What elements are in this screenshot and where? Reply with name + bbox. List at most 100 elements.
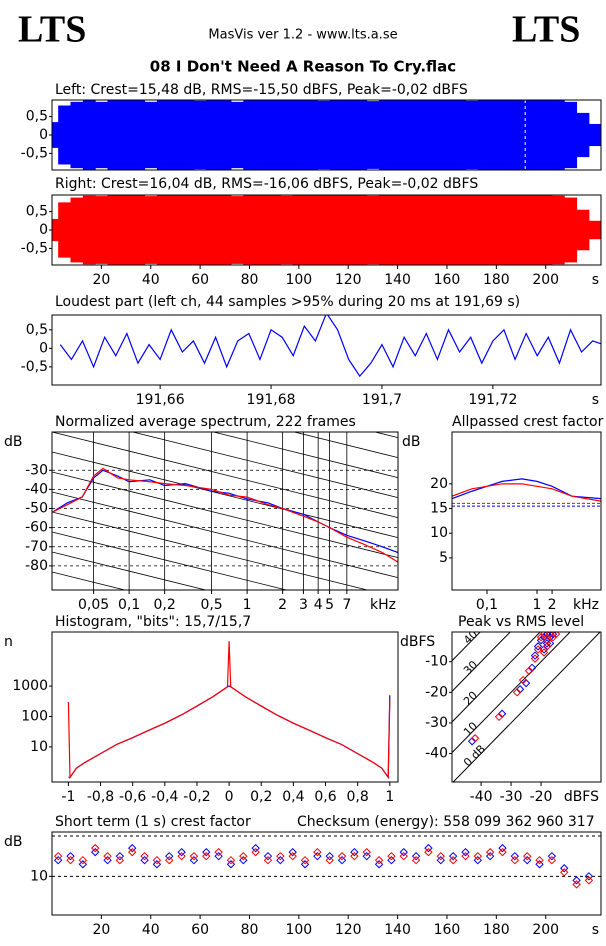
waveform-segment	[156, 100, 170, 170]
x-tick-label: 0,8	[347, 789, 369, 805]
x-tick-label: -30	[500, 789, 523, 805]
point	[140, 855, 149, 865]
series-line	[452, 483, 601, 502]
point	[424, 843, 433, 853]
panel-title: Allpassed crest factor	[452, 414, 604, 430]
point	[539, 632, 549, 639]
point	[548, 632, 558, 642]
point	[337, 855, 347, 865]
plot-area	[52, 835, 601, 889]
point	[510, 855, 520, 865]
y-tick-label: -30	[25, 462, 48, 478]
app-title: MasVis ver 1.2 - www.lts.a.se	[208, 28, 397, 43]
point	[539, 648, 549, 657]
point	[288, 851, 297, 861]
crest-line	[452, 632, 541, 723]
point	[325, 855, 334, 865]
waveform-segment	[230, 101, 244, 169]
x-tick-label: 0,6	[314, 789, 336, 805]
y-tick-label: -10	[425, 654, 448, 670]
annotation: Checksum (energy): 558 099 362 960 317	[297, 814, 595, 830]
y-tick-label: 10	[30, 868, 48, 884]
panel-frame	[51, 431, 399, 591]
x-tick-label: 60	[191, 922, 209, 938]
waveform-segment	[539, 195, 553, 265]
waveform-segment	[391, 195, 405, 265]
point	[518, 675, 528, 685]
panel: Normalized average spectrum, 222 frames d…	[4, 414, 399, 613]
point	[533, 645, 543, 654]
point	[78, 855, 88, 865]
panel-frame	[51, 99, 602, 171]
series-line	[452, 478, 601, 500]
panel: Left: Crest=15,48 dB, RMS=-15,50 dBFS, P…	[21, 82, 602, 171]
x-tick-label: -0,6	[119, 789, 146, 805]
point	[498, 847, 507, 857]
point	[165, 855, 174, 865]
panel: Loudest part (left ch, 44 samples >95% d…	[21, 294, 602, 408]
x-tick-label: 2	[278, 597, 287, 613]
crest-line	[452, 632, 481, 662]
point	[536, 636, 546, 645]
waveform-segment	[379, 100, 392, 170]
waveform-segment	[551, 100, 565, 170]
waveform-segment	[292, 100, 306, 170]
y-tick-label: -80	[25, 558, 48, 574]
panel-frame	[51, 831, 602, 916]
point	[78, 860, 88, 869]
x-tick-label: -0,4	[151, 789, 178, 805]
point	[226, 860, 236, 869]
point	[300, 855, 310, 865]
x-tick-label: 4	[314, 597, 323, 613]
waveform-segment	[329, 195, 343, 265]
point	[521, 678, 531, 688]
x-tick-label: 140	[384, 922, 411, 938]
y-tick-label: -20	[425, 684, 448, 700]
y-tick-label: 10	[430, 525, 448, 541]
point	[53, 851, 63, 861]
slope-line	[292, 432, 398, 459]
plot-area	[67, 641, 391, 780]
y-tick-label: -40	[425, 746, 448, 762]
crest-line	[452, 632, 601, 782]
waveform-segment	[255, 100, 269, 170]
plot-area	[452, 478, 601, 507]
waveform-segment	[576, 209, 590, 251]
point	[313, 851, 322, 861]
waveform-segment	[502, 100, 516, 170]
panel-frame	[451, 431, 602, 591]
waveform-segment	[181, 100, 195, 170]
point	[177, 851, 186, 861]
waveform-segment	[169, 100, 183, 170]
x-tick-label: -40	[470, 789, 493, 805]
point	[461, 847, 470, 857]
x-tick-label: 0	[225, 789, 234, 805]
waveform-segment	[218, 195, 232, 265]
point	[152, 860, 162, 869]
panel: Short term (1 s) crest factor Checksum (e…	[4, 814, 602, 938]
point	[485, 847, 495, 857]
point	[165, 851, 174, 861]
panel: Right: Crest=16,04 dB, RMS=-16,06 dBFS, …	[21, 176, 602, 288]
x-axis-label: s	[592, 272, 599, 288]
waveform-segment	[564, 101, 578, 169]
waveform-segment	[329, 100, 343, 170]
x-tick-label: -1	[61, 789, 75, 805]
x-tick-label: 140	[384, 272, 411, 288]
y-tick-label: 0	[39, 222, 48, 238]
point	[424, 847, 433, 857]
point	[251, 843, 260, 853]
crest-line	[452, 632, 511, 692]
waveform-segment	[379, 195, 392, 265]
point	[560, 868, 569, 877]
x-axis-label: s	[592, 392, 599, 408]
y-tick-label: -0,5	[21, 240, 48, 256]
point	[510, 851, 520, 861]
x-tick-label: 100	[285, 922, 312, 938]
waveform-segment	[169, 195, 183, 265]
waveform-segment	[465, 195, 479, 265]
y-tick-label: -50	[25, 501, 48, 517]
waveform-segment	[107, 100, 121, 170]
point	[66, 855, 75, 865]
point	[448, 855, 458, 865]
